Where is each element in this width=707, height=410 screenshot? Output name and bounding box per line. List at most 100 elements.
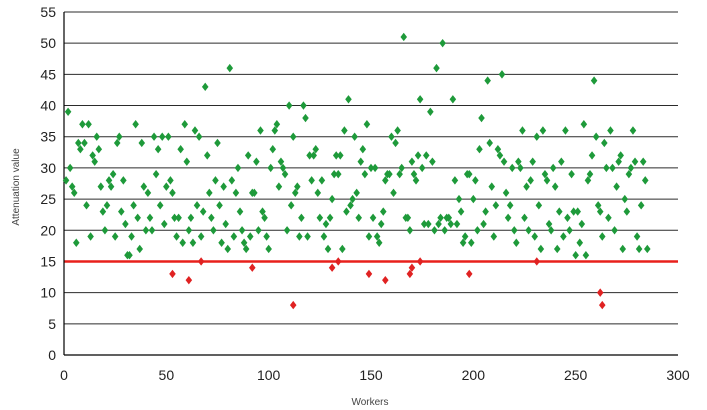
data-point-above-threshold: [564, 213, 571, 222]
data-point-above-threshold: [259, 207, 266, 216]
data-point-above-threshold: [332, 151, 340, 160]
data-point-above-threshold: [255, 226, 262, 235]
data-point-above-threshold: [406, 226, 414, 235]
data-point-above-threshold: [111, 232, 119, 241]
data-point-above-threshold: [388, 132, 395, 141]
data-point-above-threshold: [380, 207, 387, 216]
data-point-above-threshold: [99, 207, 107, 216]
data-point-above-threshold: [478, 113, 485, 123]
data-point-above-threshold: [73, 238, 80, 247]
data-point-above-threshold: [228, 176, 236, 185]
data-points: [62, 32, 651, 310]
data-point-above-threshold: [527, 176, 534, 185]
data-point-below-threshold: [185, 275, 193, 285]
data-point-above-threshold: [525, 226, 532, 235]
data-point-above-threshold: [484, 76, 491, 85]
data-point-above-threshold: [138, 138, 146, 148]
data-point-above-threshold: [543, 176, 551, 185]
data-point-above-threshold: [216, 201, 223, 210]
data-point-above-threshold: [271, 126, 279, 135]
data-point-above-threshold: [107, 182, 115, 191]
data-point-above-threshold: [447, 219, 455, 229]
data-point-above-threshold: [240, 238, 248, 247]
x-tick-label: 200: [462, 367, 486, 383]
data-point-above-threshold: [156, 201, 164, 210]
data-point-above-threshold: [459, 238, 467, 247]
data-point-above-threshold: [631, 157, 639, 166]
data-point-above-threshold: [545, 219, 553, 229]
data-point-above-threshold: [470, 194, 477, 204]
data-point-above-threshold: [287, 201, 295, 210]
data-point-above-threshold: [191, 126, 199, 135]
data-point-above-threshold: [513, 238, 520, 247]
data-point-below-threshold: [365, 269, 373, 279]
data-point-above-threshold: [173, 232, 180, 241]
data-point-above-threshold: [175, 213, 182, 222]
data-point-above-threshold: [294, 182, 301, 191]
data-point-above-threshold: [257, 126, 264, 135]
data-point-above-threshold: [314, 188, 322, 198]
y-tick-label: 30: [40, 160, 56, 176]
data-point-below-threshold: [465, 269, 473, 279]
data-point-above-threshold: [510, 226, 518, 235]
data-point-above-threshold: [502, 188, 510, 198]
data-point-above-threshold: [639, 157, 647, 166]
data-point-above-threshold: [641, 176, 649, 185]
data-point-above-threshold: [382, 176, 389, 185]
x-axis-title: Workers: [351, 397, 388, 408]
data-point-above-threshold: [398, 163, 405, 173]
data-point-above-threshold: [594, 201, 602, 210]
x-tick-label: 250: [564, 367, 588, 383]
data-point-above-threshold: [537, 244, 545, 254]
x-tick-labels: 0 50 100 150 200 250 300: [60, 367, 690, 383]
data-point-above-threshold: [633, 232, 641, 241]
data-point-above-threshold: [306, 151, 313, 160]
data-point-above-threshold: [339, 244, 346, 254]
data-point-above-threshold: [566, 226, 573, 235]
data-point-above-threshold: [171, 213, 178, 222]
data-point-above-threshold: [206, 188, 213, 198]
data-point-below-threshold: [408, 263, 416, 272]
data-point-above-threshold: [500, 157, 508, 166]
data-point-above-threshold: [404, 213, 412, 222]
data-point-above-threshold: [371, 163, 379, 173]
data-point-above-threshold: [222, 219, 229, 229]
data-point-below-threshold: [197, 257, 205, 266]
data-point-above-threshold: [375, 238, 383, 247]
data-point-above-threshold: [435, 219, 442, 229]
data-point-above-threshold: [246, 232, 254, 241]
data-point-below-threshold: [289, 300, 297, 310]
data-point-above-threshold: [68, 182, 76, 191]
y-tick-labels: 0 5 10 15 20 25 30 35 40 45 50 55: [40, 4, 56, 363]
data-point-above-threshold: [298, 213, 305, 222]
data-point-above-threshold: [115, 132, 123, 141]
data-point-above-threshold: [410, 169, 418, 179]
data-point-above-threshold: [161, 219, 168, 229]
y-tick-label: 40: [40, 98, 56, 114]
data-point-above-threshold: [118, 207, 125, 216]
data-point-above-threshold: [363, 120, 371, 129]
y-tick-label: 0: [48, 347, 56, 363]
data-point-above-threshold: [400, 32, 408, 42]
data-point-above-threshold: [627, 163, 635, 173]
y-tick-label: 20: [40, 222, 56, 238]
data-point-below-threshold: [334, 257, 342, 266]
data-point-above-threshold: [408, 157, 416, 166]
data-point-above-threshold: [64, 107, 72, 116]
data-point-above-threshold: [531, 232, 539, 241]
data-point-above-threshold: [521, 213, 528, 222]
data-point-below-threshold: [416, 257, 424, 266]
data-point-above-threshold: [439, 38, 446, 48]
data-point-above-threshold: [441, 226, 448, 235]
data-point-above-threshold: [75, 138, 82, 148]
data-point-above-threshold: [353, 188, 360, 198]
data-point-above-threshold: [126, 251, 133, 260]
data-point-above-threshold: [132, 120, 139, 129]
data-point-above-threshold: [189, 238, 197, 247]
data-point-above-threshold: [476, 145, 483, 154]
data-point-above-threshold: [81, 138, 88, 148]
data-point-below-threshold: [406, 269, 414, 279]
data-point-above-threshold: [482, 207, 489, 216]
data-point-above-threshold: [79, 120, 86, 129]
data-point-above-threshold: [549, 163, 557, 173]
